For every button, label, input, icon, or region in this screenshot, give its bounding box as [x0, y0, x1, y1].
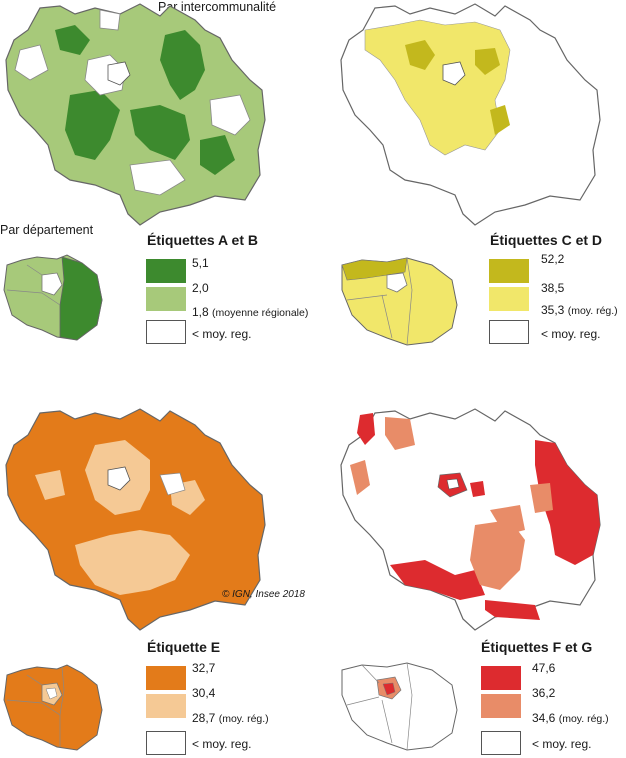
legend-value-fg-3: 34,6 (moy. rég.) [532, 711, 609, 725]
map-e-department [3, 664, 103, 751]
legend-value-cd-empty: < moy. reg. [541, 327, 601, 341]
map-fg-department [341, 662, 458, 751]
department-label: Par département [0, 223, 94, 237]
legend-swatch-ab-2 [146, 287, 186, 311]
legend-swatch-cd-empty [489, 320, 529, 344]
legend-value-fg-1: 47,6 [532, 661, 556, 675]
legend-value-cd-3: 35,3 (moy. rég.) [541, 303, 618, 317]
map-e-intercommunality [5, 408, 266, 631]
top-label: Par intercommunalité [158, 0, 277, 14]
legend-value-e-3: 28,7 (moy. rég.) [192, 711, 269, 725]
legend-swatch-fg-2 [481, 694, 521, 718]
legend-swatch-cd-1 [489, 259, 529, 283]
map-ab-department [3, 254, 103, 341]
legend-value-e-2: 30,4 [192, 686, 216, 700]
legend-value-ab-2: 2,0 [192, 281, 209, 295]
legend-title-ab: Étiquettes A et B [147, 232, 258, 248]
legend-value-ab-3: 1,8 (moyenne régionale) [192, 305, 309, 319]
legend-swatch-e-empty [146, 731, 186, 755]
legend-value-fg-2: 36,2 [532, 686, 556, 700]
legend-value-e-empty: < moy. reg. [192, 737, 252, 751]
legend-title-cd: Étiquettes C et D [490, 232, 603, 248]
credit-text: © IGN, Insee 2018 [222, 589, 305, 600]
legend-value-ab-empty: < moy. reg. [192, 327, 252, 341]
map-cd-department [341, 257, 458, 346]
legend-value-cd-1: 52,2 [541, 252, 565, 266]
legend-swatch-fg-1 [481, 666, 521, 690]
legend-swatch-e-2 [146, 694, 186, 718]
map-fg-intercommunality [340, 408, 601, 631]
legend-swatch-cd-2 [489, 287, 529, 311]
legend-title-e: Étiquette E [147, 639, 221, 655]
legend-swatch-ab-empty [146, 320, 186, 344]
map-cd-intercommunality [340, 3, 601, 226]
map-ab-intercommunality [5, 3, 266, 226]
legend-value-e-1: 32,7 [192, 661, 216, 675]
legend-title-fg: Étiquettes F et G [481, 639, 593, 655]
legend-swatch-e-1 [146, 666, 186, 690]
legend-swatch-ab-1 [146, 259, 186, 283]
legend-value-cd-2: 38,5 [541, 281, 565, 295]
legend-value-fg-empty: < moy. reg. [532, 737, 592, 751]
legend-swatch-fg-empty [481, 731, 521, 755]
legend-value-ab-1: 5,1 [192, 256, 209, 270]
